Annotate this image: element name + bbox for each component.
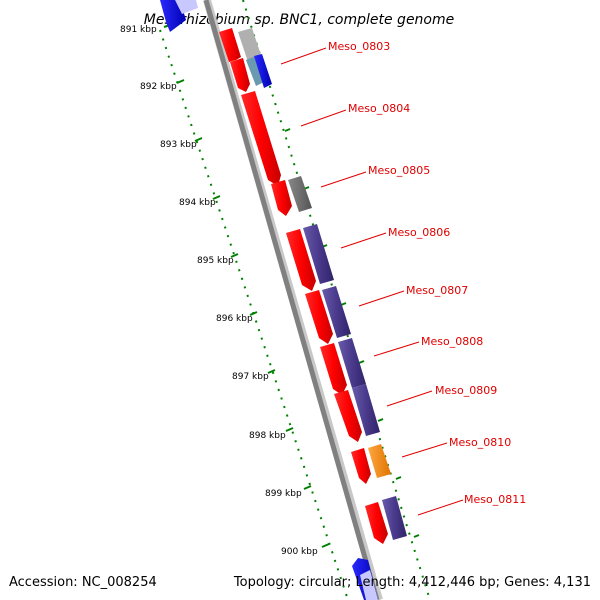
forward-cds xyxy=(286,229,316,291)
gene-labels: Meso_0803 Meso_0804 Meso_0805 Meso_0806 … xyxy=(328,40,526,506)
forward-cds xyxy=(271,180,292,216)
map-title: Mesorhizobium sp. BNC1, complete genome xyxy=(144,12,455,28)
tick-label: 894 kbp xyxy=(179,198,216,208)
tick-label: 900 kbp xyxy=(281,547,318,557)
tick-label: 895 kbp xyxy=(197,256,234,266)
forward-cds xyxy=(320,343,347,395)
reverse-cds xyxy=(382,496,407,540)
forward-cds xyxy=(305,290,333,344)
tick-marks xyxy=(163,24,330,548)
feature-blue-bottom-light xyxy=(360,570,378,600)
topology-text: Topology: circular; Length: 4,412,446 bp… xyxy=(233,575,591,590)
feature-blue-top-light xyxy=(175,0,198,14)
trna-feature xyxy=(246,56,264,86)
tick-label: 896 kbp xyxy=(216,314,253,324)
gene-label[interactable]: Meso_0805 xyxy=(368,164,430,177)
trna-feature xyxy=(254,54,272,88)
tick-label: 898 kbp xyxy=(249,431,286,441)
tick-label: 899 kbp xyxy=(265,489,302,499)
forward-cds xyxy=(351,448,371,484)
label-lines xyxy=(280,47,464,516)
tick-labels: 891 kbp 892 kbp 893 kbp 894 kbp 895 kbp … xyxy=(120,25,318,557)
reverse-cds xyxy=(322,286,351,338)
forward-cds xyxy=(219,28,241,62)
reverse-cds xyxy=(338,338,366,388)
gene-label[interactable]: Meso_0810 xyxy=(449,436,511,449)
orange-feature xyxy=(368,444,391,478)
gene-label[interactable]: Meso_0803 xyxy=(328,40,390,53)
gene-label[interactable]: Meso_0809 xyxy=(435,384,497,397)
inner-ruler-line xyxy=(159,29,349,600)
gene-label[interactable]: Meso_0804 xyxy=(348,102,410,115)
outer-ruler-line xyxy=(242,0,431,600)
gene-label[interactable]: Meso_0808 xyxy=(421,335,483,348)
forward-cds xyxy=(230,58,250,92)
forward-cds xyxy=(334,390,362,442)
tick-label: 897 kbp xyxy=(232,372,269,382)
backbone xyxy=(203,0,380,600)
tick-label: 893 kbp xyxy=(160,140,197,150)
gene-label[interactable]: Meso_0811 xyxy=(464,493,526,506)
gene-label[interactable]: Meso_0807 xyxy=(406,284,468,297)
accession-text: Accession: NC_008254 xyxy=(9,575,157,590)
forward-cds xyxy=(365,502,388,544)
tick-label: 892 kbp xyxy=(140,82,177,92)
gene-label[interactable]: Meso_0806 xyxy=(388,226,450,239)
forward-cds xyxy=(241,91,281,186)
misc-feature xyxy=(288,176,312,212)
gene-features xyxy=(160,0,407,600)
misc-feature xyxy=(238,28,262,62)
reverse-cds xyxy=(352,384,380,436)
tick-label: 891 kbp xyxy=(120,25,157,35)
reverse-cds xyxy=(303,224,334,284)
